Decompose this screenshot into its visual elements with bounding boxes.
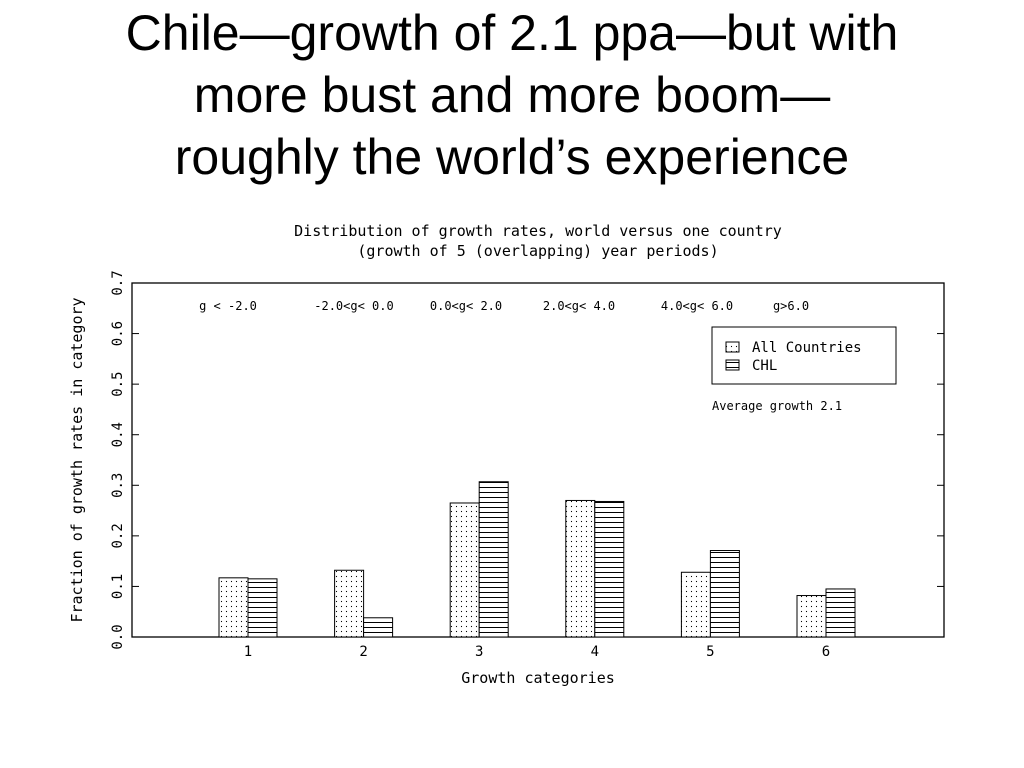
y-tick-label: 0.4: [110, 422, 126, 447]
chart-subtitle: (growth of 5 (overlapping) year periods): [357, 242, 718, 260]
plot-frame: [131, 282, 945, 638]
bar-chl: [478, 481, 509, 638]
slide-title-line-2: more bust and more boom—: [193, 67, 831, 123]
bar-all-countries: [565, 499, 596, 638]
legend-swatch-chl: [725, 359, 740, 371]
category-range-labels: g < -2.0 -2.0<g< 0.0 0.0<g< 2.0 2.0<g< 4.0 4…: [199, 299, 809, 313]
x-axis: 1 2 3 4 5 6: [244, 644, 830, 660]
bar-chl: [825, 588, 856, 638]
category-range-label: g < -2.0: [199, 299, 257, 313]
bar-all-countries: [796, 595, 827, 638]
bar-chl: [363, 617, 394, 638]
slide-title-line-3: roughly the world’s experience: [174, 129, 850, 185]
bar-all-countries: [334, 569, 365, 638]
category-range-label: -2.0<g< 0.0: [314, 299, 393, 313]
legend-swatch-all-countries: [725, 341, 740, 353]
x-axis-label: Growth categories: [461, 669, 615, 687]
x-tick-label: 3: [475, 644, 483, 660]
y-tick-label: 0.2: [110, 523, 126, 548]
y-axis: 0.0 0.1 0.2 0.3 0.4 0.5 0.6 0.7: [110, 270, 944, 650]
bar-all-countries: [218, 577, 249, 638]
bar-chl: [594, 500, 625, 638]
y-tick-label: 0.1: [110, 574, 126, 599]
y-tick-label: 0.3: [110, 473, 126, 498]
category-range-label: 0.0<g< 2.0: [430, 299, 502, 313]
bar-all-countries: [680, 571, 711, 638]
bar-chl: [247, 578, 278, 638]
y-tick-label: 0.0: [110, 624, 126, 649]
x-tick-label: 5: [706, 644, 714, 660]
y-axis-label: Fraction of growth rates in category: [68, 297, 86, 622]
slide-title: Chile—growth of 2.1 ppa—but with more bu…: [0, 2, 1024, 188]
chart-title: Distribution of growth rates, world vers…: [294, 222, 782, 240]
x-tick-label: 2: [359, 644, 367, 660]
legend-label-chl: CHL: [752, 358, 777, 374]
x-tick-label: 1: [244, 644, 252, 660]
slide-title-line-1: Chile—growth of 2.1 ppa—but with: [125, 5, 899, 61]
bar-chl: [709, 550, 740, 638]
legend: All Countries CHL: [711, 326, 897, 385]
y-tick-label: 0.5: [110, 371, 126, 396]
bars: [218, 481, 856, 638]
legend-label-all-countries: All Countries: [752, 340, 862, 356]
x-tick-label: 4: [591, 644, 599, 660]
y-tick-label: 0.6: [110, 321, 126, 346]
y-tick-label: 0.7: [110, 270, 126, 295]
category-range-label: 2.0<g< 4.0: [543, 299, 615, 313]
average-growth-annotation: Average growth 2.1: [712, 399, 842, 413]
x-tick-label: 6: [822, 644, 830, 660]
legend-box: [711, 326, 897, 385]
category-range-label: g>6.0: [773, 299, 809, 313]
bar-all-countries: [449, 502, 480, 638]
category-range-label: 4.0<g< 6.0: [661, 299, 733, 313]
